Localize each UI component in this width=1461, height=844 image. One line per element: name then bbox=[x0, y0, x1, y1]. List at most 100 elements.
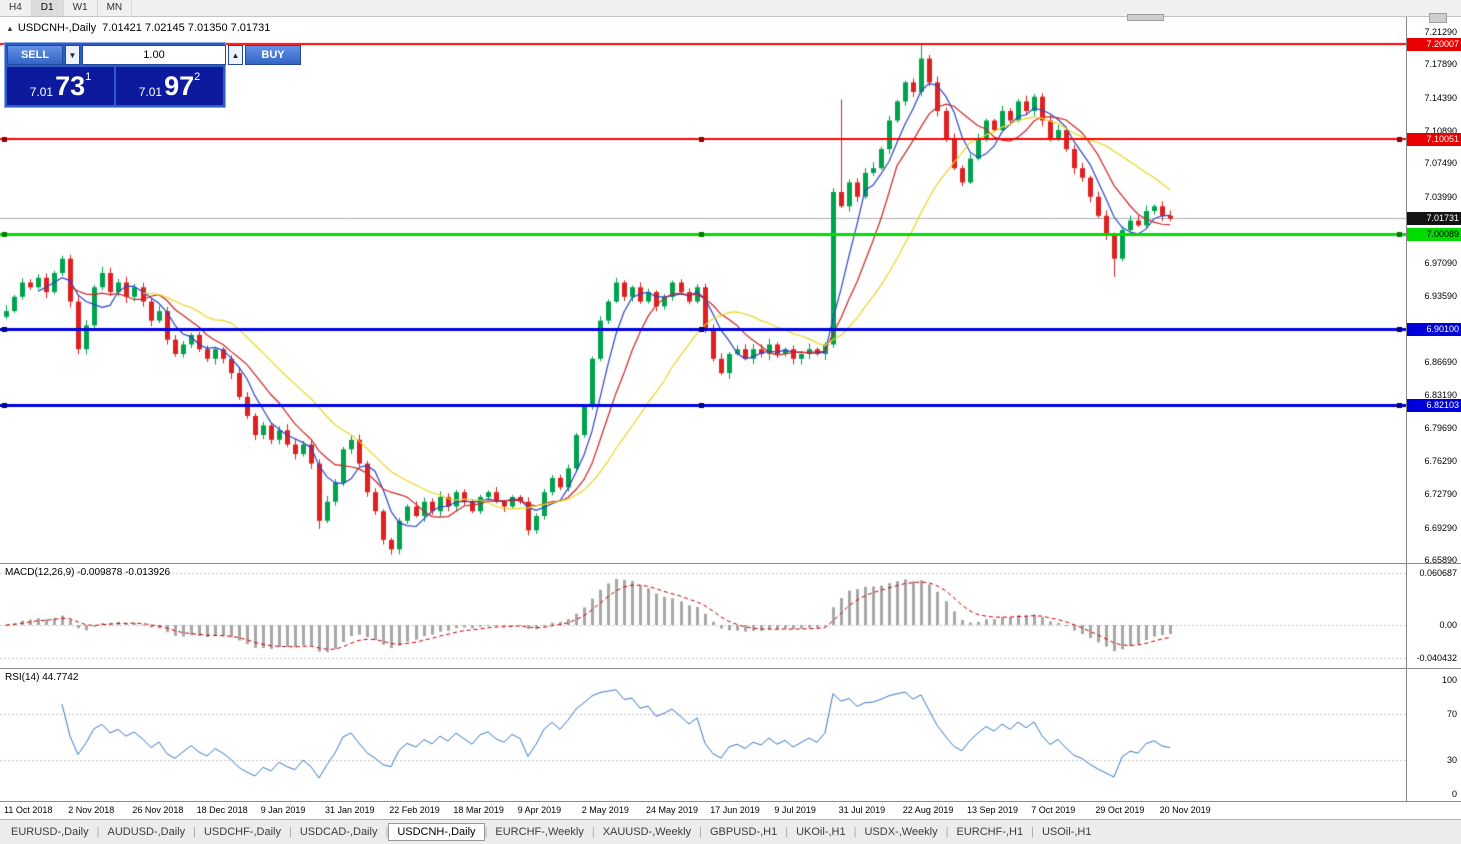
tab-divider: | bbox=[288, 826, 292, 838]
chart-tab-usdx-weekly[interactable]: USDX-,Weekly bbox=[864, 826, 938, 838]
price-tick: 6.65890 bbox=[1424, 554, 1457, 565]
price-tag: 7.20007 bbox=[1407, 37, 1461, 51]
chart-tab-usoil-h1[interactable]: USOil-,H1 bbox=[1041, 826, 1092, 838]
date-label: 9 Apr 2019 bbox=[517, 805, 562, 815]
macd-tick: 0.060687 bbox=[1419, 568, 1457, 578]
tab-divider: | bbox=[945, 826, 949, 838]
date-label: 11 Oct 2018 bbox=[4, 805, 53, 815]
date-label: 7 Oct 2019 bbox=[1031, 805, 1076, 815]
price-tag: 6.82103 bbox=[1407, 398, 1461, 412]
collapse-chart-icon[interactable]: ▲ bbox=[6, 24, 14, 33]
chart-title: ▲ USDCNH-,Daily 7.01421 7.02145 7.01350 7.… bbox=[6, 22, 270, 34]
date-label: 31 Jul 2019 bbox=[838, 805, 886, 815]
chart-tab-usdchf-daily[interactable]: USDCHF-,Daily bbox=[203, 826, 281, 838]
chart-tab-audusd-daily[interactable]: AUDUSD-,Daily bbox=[107, 826, 186, 838]
date-label: 13 Sep 2019 bbox=[967, 805, 1019, 815]
chart-tab-usdcad-daily[interactable]: USDCAD-,Daily bbox=[299, 826, 378, 838]
price-tick: 7.10890 bbox=[1424, 126, 1457, 137]
tab-divider: | bbox=[853, 826, 857, 838]
tabbar-separator bbox=[0, 819, 1461, 820]
price-axis[interactable]: 7.21290 7.17890 7.14390 7.10890 7.07490 7.039… bbox=[1406, 17, 1461, 801]
chart-tab-gbpusd-h1[interactable]: GBPUSD-,H1 bbox=[709, 826, 778, 838]
chart-tab-eurchf-h1[interactable]: EURCHF-,H1 bbox=[956, 826, 1024, 838]
tab-divider: | bbox=[385, 826, 389, 838]
scrollbar-thumb[interactable] bbox=[1429, 13, 1447, 23]
rsi-panel[interactable]: RSI(14) 44.7742 bbox=[0, 669, 1406, 801]
rsi-canvas[interactable] bbox=[0, 669, 1406, 801]
chart-tab-xauusd-weekly[interactable]: XAUUSD-,Weekly bbox=[602, 826, 692, 838]
date-label: 22 Feb 2019 bbox=[389, 805, 440, 815]
timeframe-toolbar: H4 D1 W1 MN bbox=[0, 0, 1461, 17]
chart-tab-usdcnh-daily[interactable]: USDCNH-,Daily bbox=[388, 823, 485, 841]
price-tick: 6.97090 bbox=[1424, 257, 1457, 268]
chart-symbol-label: USDCNH-,Daily bbox=[17, 22, 97, 34]
chart-tab-ukoil-h1[interactable]: UKOil-,H1 bbox=[796, 826, 846, 838]
price-tick: 7.07490 bbox=[1424, 158, 1457, 169]
date-axis[interactable]: 11 Oct 2018 2 Nov 2018 26 Nov 2018 18 Dec 2… bbox=[0, 802, 1461, 819]
macd-canvas[interactable] bbox=[0, 564, 1406, 668]
price-tick: 7.21290 bbox=[1424, 26, 1457, 37]
chart-tabbar: EURUSD-,Daily | AUDUSD-,Daily | USDCHF-,Dail… bbox=[0, 820, 1461, 844]
price-chart-canvas[interactable] bbox=[0, 17, 1406, 563]
price-tick: 6.69290 bbox=[1424, 522, 1457, 533]
date-label: 18 Dec 2018 bbox=[196, 805, 248, 815]
price-tick: 7.14390 bbox=[1424, 92, 1457, 103]
date-label: 29 Oct 2019 bbox=[1095, 805, 1145, 815]
price-tag: 6.90100 bbox=[1407, 322, 1461, 336]
date-label: 20 Nov 2019 bbox=[1159, 805, 1211, 815]
tab-divider: | bbox=[193, 826, 196, 838]
date-label: 18 Mar 2019 bbox=[453, 805, 504, 815]
tab-divider: | bbox=[591, 826, 595, 838]
buy-price-big: 97 bbox=[164, 71, 195, 101]
panel-separator bbox=[0, 801, 1461, 802]
price-tick: 6.76290 bbox=[1424, 455, 1457, 466]
price-tag: 7.10051 bbox=[1407, 132, 1461, 146]
price-tick: 7.17890 bbox=[1424, 59, 1457, 70]
volume-decrease-button[interactable]: ▼ bbox=[65, 45, 80, 65]
volume-increase-button[interactable]: ▲ bbox=[228, 45, 243, 65]
macd-panel[interactable]: MACD(12,26,9) -0.009878 -0.013926 bbox=[0, 564, 1406, 668]
date-label: 9 Jul 2019 bbox=[774, 805, 816, 815]
chart-area[interactable] bbox=[0, 17, 1406, 563]
rsi-tick: 70 bbox=[1446, 709, 1457, 720]
timeframe-button-w1[interactable]: W1 bbox=[64, 0, 98, 16]
date-label: 17 Jun 2019 bbox=[710, 805, 760, 815]
price-tick: 6.93590 bbox=[1424, 290, 1457, 301]
macd-tick: -0.040432 bbox=[1416, 653, 1457, 663]
rsi-tick: 0 bbox=[1451, 789, 1457, 800]
panel-separator[interactable] bbox=[0, 668, 1461, 669]
date-label: 26 Nov 2018 bbox=[132, 805, 184, 815]
sell-price-display[interactable]: 7.01 73 1 bbox=[7, 67, 114, 105]
price-tag: 7.01731 bbox=[1407, 211, 1461, 225]
date-label: 24 May 2019 bbox=[646, 805, 699, 815]
rsi-tick: 30 bbox=[1446, 754, 1457, 765]
panel-separator[interactable] bbox=[0, 563, 1461, 564]
buy-button[interactable]: BUY bbox=[245, 45, 301, 65]
chart-shift-marker[interactable] bbox=[1127, 14, 1164, 21]
one-click-trading-panel: SELL ▼ ▲ BUY 7.01 73 1 7.01 97 2 bbox=[4, 42, 301, 108]
timeframe-button-d1[interactable]: D1 bbox=[31, 0, 64, 16]
price-tick: 7.03990 bbox=[1424, 191, 1457, 202]
sell-price-sup: 1 bbox=[85, 71, 92, 83]
timeframe-button-mn[interactable]: MN bbox=[98, 0, 133, 16]
macd-title: MACD(12,26,9) -0.009878 -0.013926 bbox=[5, 567, 171, 578]
chart-ohlc-values: 7.01421 7.02145 7.01350 7.01731 bbox=[102, 22, 271, 34]
buy-price-small: 7.01 bbox=[138, 85, 163, 99]
date-label: 2 Nov 2018 bbox=[68, 805, 115, 815]
chart-tab-eurchf-weekly[interactable]: EURCHF-,Weekly bbox=[495, 826, 584, 838]
chart-tab-eurusd-daily[interactable]: EURUSD-,Daily bbox=[11, 826, 89, 838]
volume-input[interactable] bbox=[82, 45, 226, 65]
price-tick: 6.79690 bbox=[1424, 423, 1457, 434]
buy-price-display[interactable]: 7.01 97 2 bbox=[116, 67, 223, 105]
sell-button[interactable]: SELL bbox=[7, 45, 63, 65]
timeframe-button-h4[interactable]: H4 bbox=[0, 0, 32, 16]
tab-divider: | bbox=[699, 826, 702, 838]
price-tick: 6.72790 bbox=[1424, 489, 1457, 500]
date-label: 2 May 2019 bbox=[581, 805, 629, 815]
price-tick: 6.83190 bbox=[1424, 390, 1457, 401]
date-label: 22 Aug 2019 bbox=[902, 805, 954, 815]
rsi-title: RSI(14) 44.7742 bbox=[5, 672, 79, 683]
price-tag: 7.00089 bbox=[1407, 227, 1461, 241]
date-label: 9 Jan 2019 bbox=[260, 805, 306, 815]
